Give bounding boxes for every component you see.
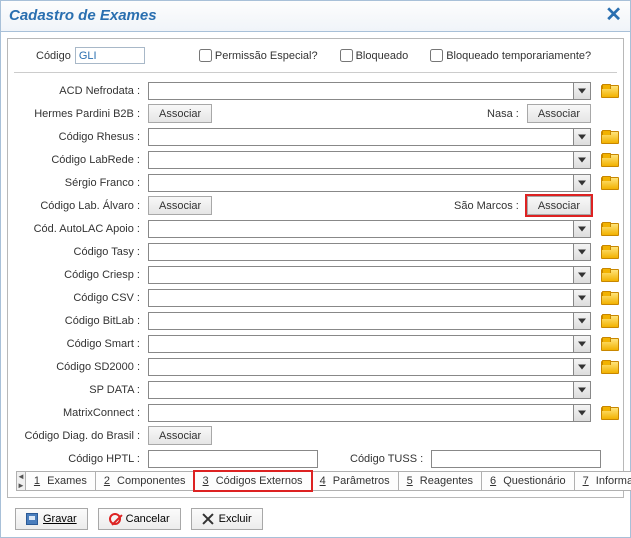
titlebar: Cadastro de Exames ✕ bbox=[1, 1, 630, 32]
codigo-lab-alvaro-label: Código Lab. Álvaro : bbox=[14, 200, 144, 212]
permissao-especial-checkbox[interactable]: Permissão Especial? bbox=[199, 49, 318, 62]
cancel-icon bbox=[109, 513, 121, 525]
codigo-bitlab-label: Código BitLab : bbox=[14, 315, 144, 327]
folder-icon[interactable] bbox=[601, 314, 617, 328]
tab-componentes[interactable]: 2 Componentes bbox=[95, 471, 195, 491]
folder-icon[interactable] bbox=[601, 268, 617, 282]
codigo-sd2000-combo[interactable] bbox=[148, 358, 591, 376]
tab-scroll-left-icon[interactable]: ◄ bbox=[17, 472, 25, 481]
sp-data-combo[interactable] bbox=[148, 381, 591, 399]
top-row: Código Permissão Especial? Bloqueado Blo… bbox=[14, 43, 617, 73]
codigo-hptl-label: Código HPTL : bbox=[14, 453, 144, 465]
folder-icon[interactable] bbox=[601, 291, 617, 305]
bloqueado-temp-input[interactable] bbox=[430, 49, 443, 62]
diag-brasil-associar-button[interactable]: Associar bbox=[148, 426, 212, 445]
delete-icon bbox=[202, 513, 214, 525]
tabstrip: ◄ ► 1 Exames 2 Componentes 3 Códigos Ext… bbox=[16, 469, 615, 491]
codigo-tuss-label: Código TUSS : bbox=[350, 453, 423, 465]
codigo-rhesus-label: Código Rhesus : bbox=[14, 131, 144, 143]
tab-exames[interactable]: 1 Exames bbox=[25, 471, 96, 491]
lab-alvaro-associar-button[interactable]: Associar bbox=[148, 196, 212, 215]
tab-codigos-externos[interactable]: 3 Códigos Externos bbox=[194, 471, 312, 491]
tab-scroll-right-icon[interactable]: ► bbox=[17, 481, 25, 490]
hermes-pardini-label: Hermes Pardini B2B : bbox=[14, 108, 144, 120]
codigo-hptl-input[interactable] bbox=[148, 450, 318, 468]
gravar-button[interactable]: Gravar bbox=[15, 508, 88, 530]
folder-icon[interactable] bbox=[601, 84, 617, 98]
folder-icon[interactable] bbox=[601, 337, 617, 351]
sao-marcos-associar-button[interactable]: Associar bbox=[527, 196, 591, 215]
codigo-csv-label: Código CSV : bbox=[14, 292, 144, 304]
folder-icon[interactable] bbox=[601, 153, 617, 167]
folder-icon[interactable] bbox=[601, 130, 617, 144]
exam-registration-window: Cadastro de Exames ✕ Código Permissão Es… bbox=[0, 0, 631, 538]
matrixconnect-combo[interactable] bbox=[148, 404, 591, 422]
codigo-diag-brasil-label: Código Diag. do Brasil : bbox=[14, 430, 144, 442]
sao-marcos-label: São Marcos : bbox=[454, 200, 519, 212]
codigo-labrede-label: Código LabRede : bbox=[14, 154, 144, 166]
folder-icon[interactable] bbox=[601, 406, 617, 420]
codigo-csv-combo[interactable] bbox=[148, 289, 591, 307]
codigo-smart-combo[interactable] bbox=[148, 335, 591, 353]
codigo-tasy-combo[interactable] bbox=[148, 243, 591, 261]
bloqueado-input[interactable] bbox=[340, 49, 353, 62]
acd-nefrodata-label: ACD Nefrodata : bbox=[14, 85, 144, 97]
bloqueado-checkbox[interactable]: Bloqueado bbox=[340, 49, 409, 62]
sp-data-label: SP DATA : bbox=[14, 384, 144, 396]
save-icon bbox=[26, 513, 38, 525]
codigo-labrede-combo[interactable] bbox=[148, 151, 591, 169]
main-frame: Código Permissão Especial? Bloqueado Blo… bbox=[7, 38, 624, 498]
close-icon[interactable]: ✕ bbox=[605, 5, 622, 25]
nasa-associar-button[interactable]: Associar bbox=[527, 104, 591, 123]
codigo-bitlab-combo[interactable] bbox=[148, 312, 591, 330]
window-title: Cadastro de Exames bbox=[9, 7, 157, 24]
nasa-label: Nasa : bbox=[487, 108, 519, 120]
acd-nefrodata-combo[interactable] bbox=[148, 82, 591, 100]
hermes-pardini-associar-button[interactable]: Associar bbox=[148, 104, 212, 123]
folder-icon[interactable] bbox=[601, 245, 617, 259]
codigo-tasy-label: Código Tasy : bbox=[14, 246, 144, 258]
codigo-smart-label: Código Smart : bbox=[14, 338, 144, 350]
codigo-sd2000-label: Código SD2000 : bbox=[14, 361, 144, 373]
codigo-input[interactable] bbox=[75, 47, 145, 64]
excluir-button[interactable]: Excluir bbox=[191, 508, 263, 530]
codigo-criesp-combo[interactable] bbox=[148, 266, 591, 284]
tab-informacoes[interactable]: 7 Informações bbox=[574, 471, 631, 491]
fields-rows: ACD Nefrodata : Hermes Pardini B2B : Ass… bbox=[14, 79, 617, 470]
permissao-especial-input[interactable] bbox=[199, 49, 212, 62]
codigo-label: Código bbox=[36, 50, 71, 62]
codigo-rhesus-combo[interactable] bbox=[148, 128, 591, 146]
tab-parametros[interactable]: 4 Parâmetros bbox=[311, 471, 399, 491]
codigo-tuss-input[interactable] bbox=[431, 450, 601, 468]
bloqueado-temp-checkbox[interactable]: Bloqueado temporariamente? bbox=[430, 49, 591, 62]
cancelar-button[interactable]: Cancelar bbox=[98, 508, 181, 530]
folder-icon[interactable] bbox=[601, 360, 617, 374]
matrixconnect-label: MatrixConnect : bbox=[14, 407, 144, 419]
tab-questionario[interactable]: 6 Questionário bbox=[481, 471, 575, 491]
tab-reagentes[interactable]: 5 Reagentes bbox=[398, 471, 482, 491]
sergio-franco-label: Sérgio Franco : bbox=[14, 177, 144, 189]
cod-autolac-label: Cód. AutoLAC Apoio : bbox=[14, 223, 144, 235]
folder-icon[interactable] bbox=[601, 222, 617, 236]
cod-autolac-combo[interactable] bbox=[148, 220, 591, 238]
codigo-criesp-label: Código Criesp : bbox=[14, 269, 144, 281]
sergio-franco-combo[interactable] bbox=[148, 174, 591, 192]
footer: Gravar Cancelar Excluir bbox=[1, 504, 630, 536]
folder-icon[interactable] bbox=[601, 176, 617, 190]
